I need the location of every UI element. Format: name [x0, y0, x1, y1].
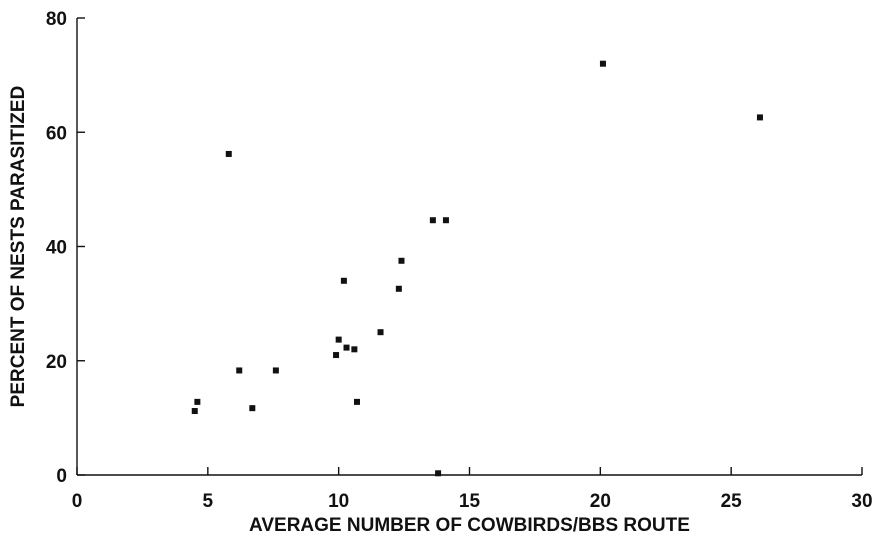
x-ticks-group: 0 5 10 15 20 25 30 [72, 467, 873, 512]
x-axis-title: AVERAGE NUMBER OF COWBIRDS/BBS ROUTE [249, 515, 690, 536]
x-tick-label: 30 [851, 491, 872, 512]
x-tick-label: 15 [459, 491, 481, 512]
y-axis-title: PERCENT OF NESTS PARASITIZED [8, 86, 29, 408]
data-point [249, 405, 256, 412]
data-point [272, 367, 279, 374]
x-tick-label: 0 [72, 491, 83, 512]
data-point [340, 277, 347, 284]
data-point [442, 217, 449, 224]
x-tick-label: 20 [590, 491, 611, 512]
axes-group [76, 18, 862, 476]
data-point [435, 470, 442, 477]
y-tick-label: 60 [46, 123, 67, 144]
data-point [353, 398, 360, 405]
x-tick-label: 5 [203, 491, 214, 512]
y-tick-label: 0 [56, 466, 67, 487]
data-points-group [191, 60, 763, 477]
data-point [756, 114, 763, 121]
y-tick-label: 40 [46, 238, 67, 259]
data-point [429, 217, 436, 224]
data-point [377, 329, 384, 336]
data-point [398, 257, 405, 264]
data-point [599, 60, 606, 67]
y-tick-label: 20 [46, 352, 67, 373]
y-tick-label: 80 [46, 9, 67, 30]
data-point [236, 367, 243, 374]
data-point [351, 346, 358, 353]
x-tick-label: 25 [721, 491, 743, 512]
x-tick-label: 10 [328, 491, 349, 512]
data-point [395, 285, 402, 292]
data-point [335, 336, 342, 343]
data-point [225, 150, 232, 157]
data-point [333, 352, 340, 359]
data-point [191, 408, 198, 415]
data-point [343, 344, 350, 351]
data-point [194, 398, 201, 405]
y-ticks-group: 0 20 40 60 80 [46, 9, 85, 487]
